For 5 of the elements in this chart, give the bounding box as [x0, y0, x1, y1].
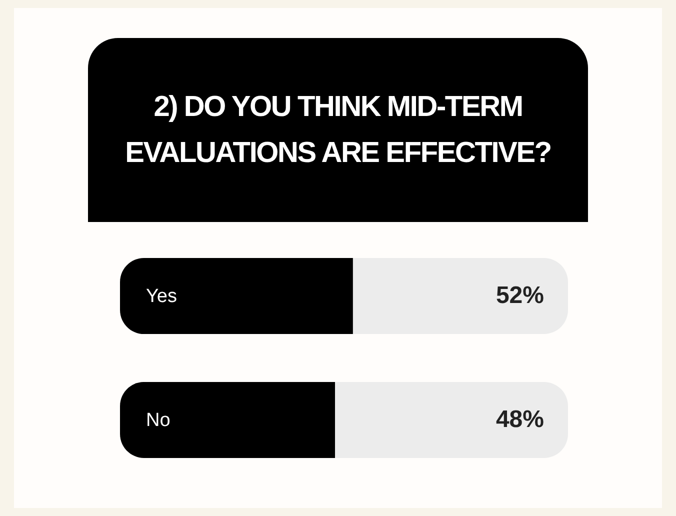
y-tick-label: No	[146, 410, 170, 431]
y-tick-label: Yes	[146, 286, 177, 308]
data-label: 48%	[496, 406, 544, 433]
chart-title: 2) DO YOU THINK MID-TERM EVALUATIONS ARE EFFECTIVE?	[88, 38, 588, 222]
data-label: 52%	[496, 282, 544, 310]
